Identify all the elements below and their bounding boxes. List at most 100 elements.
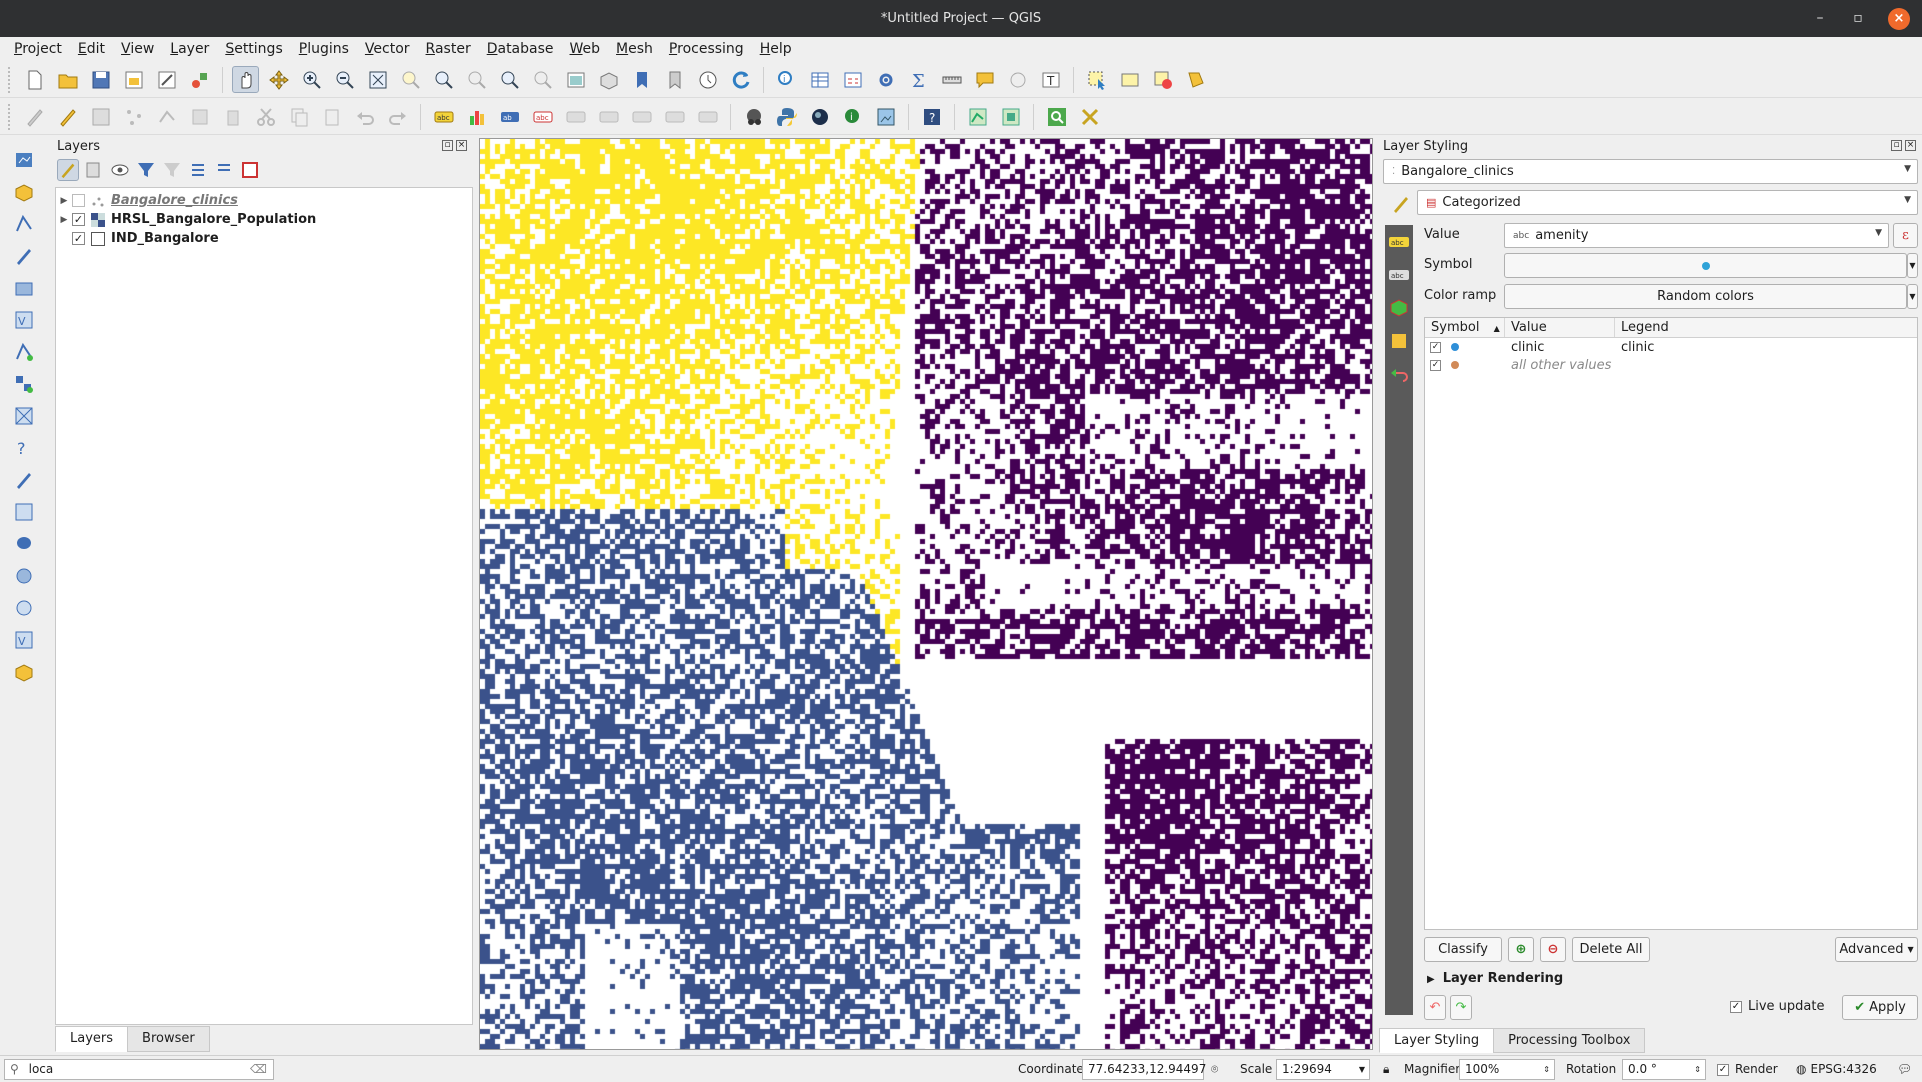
vector-plugin-icon[interactable] bbox=[964, 103, 991, 130]
layout-manager-icon[interactable] bbox=[153, 66, 180, 93]
close-panel-icon[interactable]: × bbox=[1905, 140, 1916, 151]
pan-to-selection-icon[interactable] bbox=[265, 66, 292, 93]
show-bookmarks-icon[interactable] bbox=[661, 66, 688, 93]
zoom-out-icon[interactable] bbox=[331, 66, 358, 93]
select-location-icon[interactable] bbox=[1182, 66, 1209, 93]
layer-selector[interactable]: ⁚ Bangalore_clinics ▼ bbox=[1383, 159, 1918, 184]
modify-attributes-icon[interactable] bbox=[186, 103, 213, 130]
add-feature-icon[interactable] bbox=[120, 103, 147, 130]
redo-style-button[interactable]: ↷ bbox=[1450, 995, 1472, 1020]
new-temporary-layer-icon[interactable] bbox=[8, 275, 40, 301]
symbology-paint-icon[interactable] bbox=[1387, 190, 1414, 217]
menu-processing[interactable]: Processing bbox=[668, 41, 744, 57]
render-checkbox[interactable]: ✓ bbox=[1717, 1063, 1729, 1076]
tab-processing-toolbox[interactable]: Processing Toolbox bbox=[1493, 1028, 1646, 1053]
zoom-full-icon[interactable] bbox=[364, 66, 391, 93]
refresh-icon[interactable] bbox=[727, 66, 754, 93]
add-vector-tile-icon[interactable] bbox=[8, 659, 40, 685]
add-postgis-icon[interactable] bbox=[8, 531, 40, 557]
history-tab-icon[interactable] bbox=[1388, 330, 1410, 352]
add-spatialite-icon[interactable] bbox=[8, 467, 40, 493]
highlight-labels-icon[interactable]: abc bbox=[529, 103, 556, 130]
plugin-info-icon[interactable]: i bbox=[839, 103, 866, 130]
attribute-table-icon[interactable] bbox=[806, 66, 833, 93]
move-label-icon[interactable] bbox=[562, 103, 589, 130]
add-group-icon[interactable] bbox=[83, 159, 105, 181]
zoom-next-icon[interactable] bbox=[529, 66, 556, 93]
locator-search-input[interactable]: ⚲ loca ⌫ bbox=[4, 1059, 274, 1080]
close-panel-icon[interactable]: × bbox=[456, 140, 467, 151]
georeferencer-icon[interactable] bbox=[872, 103, 899, 130]
layer-visibility-checkbox[interactable]: ✓ bbox=[72, 213, 85, 226]
map-tips-icon[interactable] bbox=[971, 66, 998, 93]
plugin-tools-icon[interactable] bbox=[1076, 103, 1103, 130]
add-mesh-layer-icon[interactable] bbox=[8, 403, 40, 429]
maximize-button[interactable]: ▫ bbox=[1853, 10, 1863, 26]
menu-web[interactable]: Web bbox=[569, 41, 601, 57]
color-ramp-menu-button[interactable]: ▼ bbox=[1907, 284, 1918, 309]
field-calculator-icon[interactable] bbox=[839, 66, 866, 93]
show-hide-labels-icon[interactable] bbox=[661, 103, 688, 130]
rotate-label-icon[interactable] bbox=[595, 103, 622, 130]
manage-visibility-icon[interactable] bbox=[109, 159, 131, 181]
masks-tab-icon[interactable]: abc bbox=[1388, 264, 1410, 286]
color-ramp-button[interactable]: Random colors bbox=[1504, 284, 1907, 309]
statistics-icon[interactable]: Σ bbox=[905, 66, 932, 93]
layer-row-ind-bangalore[interactable]: ✓ IND_Bangalore bbox=[56, 229, 219, 248]
layer-visibility-checkbox[interactable]: ✓ bbox=[72, 232, 85, 245]
menu-raster[interactable]: Raster bbox=[425, 41, 471, 57]
delete-all-button[interactable]: Delete All bbox=[1572, 937, 1650, 962]
add-raster-layer-icon[interactable] bbox=[8, 371, 40, 397]
pan-map-icon[interactable] bbox=[232, 66, 259, 93]
collapse-all-icon[interactable] bbox=[213, 159, 235, 181]
live-update-toggle[interactable]: ✓ Live update bbox=[1730, 999, 1825, 1014]
minimize-button[interactable]: – bbox=[1816, 10, 1824, 26]
redo-icon[interactable] bbox=[384, 103, 411, 130]
new-geopackage-icon[interactable] bbox=[8, 179, 40, 205]
save-edits-icon[interactable] bbox=[87, 103, 114, 130]
pin-labels-icon[interactable]: ab bbox=[496, 103, 523, 130]
table-row[interactable]: ✓ clinic clinic bbox=[1425, 338, 1917, 356]
new-virtual-layer-icon[interactable]: V bbox=[8, 307, 40, 333]
cut-features-icon[interactable] bbox=[252, 103, 279, 130]
paste-features-icon[interactable] bbox=[318, 103, 345, 130]
undo-icon[interactable] bbox=[351, 103, 378, 130]
category-checkbox[interactable]: ✓ bbox=[1430, 359, 1441, 371]
filter-expression-icon[interactable] bbox=[161, 159, 183, 181]
new-spatialite-icon[interactable] bbox=[8, 243, 40, 269]
zoom-native-icon[interactable] bbox=[463, 66, 490, 93]
zoom-layer-icon[interactable] bbox=[430, 66, 457, 93]
zoom-search-icon[interactable] bbox=[1043, 103, 1070, 130]
python-console-icon[interactable] bbox=[773, 103, 800, 130]
new-print-layout-icon[interactable] bbox=[120, 66, 147, 93]
map-canvas[interactable] bbox=[479, 138, 1373, 1050]
zoom-in-icon[interactable] bbox=[298, 66, 325, 93]
label-tool-icon[interactable]: abc bbox=[430, 103, 457, 130]
measure-icon[interactable] bbox=[938, 66, 965, 93]
temporal-controller-icon[interactable] bbox=[694, 66, 721, 93]
identify-features-icon[interactable]: i bbox=[773, 66, 800, 93]
style-manager-icon[interactable] bbox=[186, 66, 213, 93]
magnifier-field[interactable]: 100% ⇕ bbox=[1459, 1059, 1555, 1080]
toolbox-icon[interactable] bbox=[872, 66, 899, 93]
add-delimited-text-icon[interactable]: ? bbox=[8, 435, 40, 461]
menu-vector[interactable]: Vector bbox=[364, 41, 410, 57]
menu-project[interactable]: Project bbox=[14, 41, 62, 57]
text-annotation-icon[interactable]: T bbox=[1037, 66, 1064, 93]
save-project-icon[interactable] bbox=[87, 66, 114, 93]
menu-database[interactable]: Database bbox=[486, 41, 554, 57]
renderer-selector[interactable]: ▤ Categorized ▼ bbox=[1417, 190, 1918, 215]
column-legend[interactable]: Legend bbox=[1621, 320, 1669, 335]
toggle-editing-icon[interactable] bbox=[54, 103, 81, 130]
diagram-tool-icon[interactable] bbox=[463, 103, 490, 130]
scale-field[interactable]: 1:29694 ▼ bbox=[1276, 1059, 1370, 1080]
add-vector-layer-icon[interactable] bbox=[8, 339, 40, 365]
help-icon[interactable]: ? bbox=[918, 103, 945, 130]
classify-button[interactable]: Classify bbox=[1424, 937, 1502, 962]
add-category-button[interactable]: ⊕ bbox=[1508, 937, 1534, 962]
locator-icon[interactable] bbox=[1004, 66, 1031, 93]
float-panel-icon[interactable]: ▫ bbox=[442, 140, 453, 151]
advanced-button[interactable]: Advanced ▼ bbox=[1835, 937, 1918, 962]
expand-all-icon[interactable] bbox=[187, 159, 209, 181]
add-wfs-icon[interactable] bbox=[8, 595, 40, 621]
